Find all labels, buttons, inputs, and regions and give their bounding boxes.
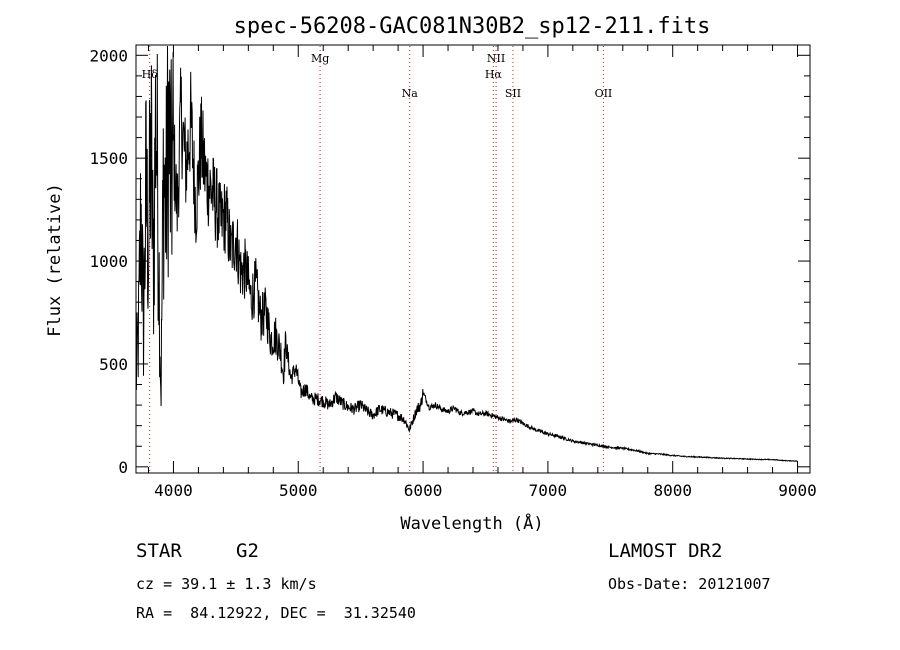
x-tick-label: 8000 [653, 481, 692, 500]
y-tick-label: 0 [118, 458, 128, 477]
x-tick-label: 9000 [778, 481, 817, 500]
chart-title: spec-56208-GAC081N30B2_sp12-211.fits [234, 14, 711, 39]
x-axis-label: Wavelength (Å) [400, 512, 543, 534]
survey-label: LAMOST DR2 [608, 540, 723, 562]
cz-value: cz = 39.1 ± 1.3 km/s [136, 575, 317, 593]
spectrum-line [135, 45, 798, 462]
line-mark-label: Hα [485, 68, 503, 81]
line-mark-label: Hδ [142, 68, 159, 81]
line-mark-label: OII [595, 87, 613, 100]
object-class: STAR [136, 540, 182, 562]
x-tick-label: 7000 [529, 481, 568, 500]
line-mark-label: NII [487, 52, 505, 65]
y-tick-label: 1000 [89, 252, 128, 271]
series-layer [135, 45, 798, 462]
line-mark-label: Na [402, 87, 419, 100]
x-tick-label: 6000 [404, 481, 443, 500]
x-tick-label: 5000 [279, 481, 318, 500]
line-mark-label: Mg [311, 52, 329, 65]
y-tick-label: 1500 [89, 149, 128, 168]
line-mark-label: SII [505, 87, 521, 100]
coordinates: RA = 84.12922, DEC = 31.32540 [136, 604, 416, 622]
y-tick-label: 2000 [89, 46, 128, 65]
obs-date: Obs-Date: 20121007 [608, 575, 771, 593]
y-tick-label: 500 [99, 355, 128, 374]
y-axis-label: Flux (relative) [45, 183, 65, 337]
x-tick-label: 4000 [154, 481, 193, 500]
axis-ticks: 4000 5000 6000 7000 8000 9000 0 500 1000 1500 2000 [89, 45, 817, 500]
object-subclass: G2 [236, 540, 259, 562]
